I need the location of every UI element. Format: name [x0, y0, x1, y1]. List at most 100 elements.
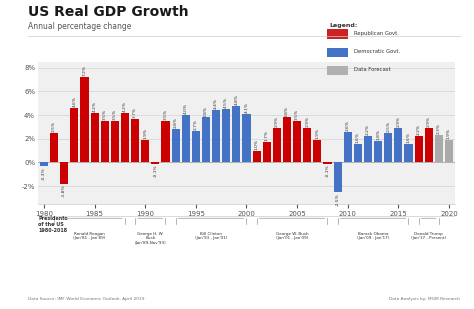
Bar	[253, 151, 261, 163]
Text: 1.0%: 1.0%	[255, 139, 259, 150]
Bar	[313, 140, 321, 163]
Bar	[384, 133, 392, 163]
Bar	[50, 133, 58, 163]
Text: 1.9%: 1.9%	[447, 128, 451, 139]
Text: 3.8%: 3.8%	[204, 106, 208, 116]
Text: Legend:: Legend:	[329, 23, 358, 28]
Bar	[202, 117, 210, 163]
Text: 2.9%: 2.9%	[305, 116, 309, 127]
Text: 4.4%: 4.4%	[214, 99, 218, 109]
Text: 2.6%: 2.6%	[346, 120, 350, 131]
Bar	[81, 77, 89, 163]
Bar	[364, 137, 372, 163]
Bar	[121, 113, 129, 163]
Text: 4.0%: 4.0%	[184, 103, 188, 114]
Bar	[334, 163, 342, 192]
Bar	[283, 117, 291, 163]
Bar	[404, 143, 412, 163]
Bar	[344, 132, 352, 163]
Text: Barack Obama
(Jan'09 - Jan'17): Barack Obama (Jan'09 - Jan'17)	[357, 232, 389, 240]
Text: Data Forecast: Data Forecast	[354, 67, 390, 72]
Text: 4.5%: 4.5%	[224, 97, 228, 108]
Text: George H. W.
Bush
(Jan'89-Nov'93): George H. W. Bush (Jan'89-Nov'93)	[135, 232, 166, 245]
Text: Presidents
of the US
1980-2018: Presidents of the US 1980-2018	[38, 216, 68, 233]
Text: Annual percentage change: Annual percentage change	[28, 22, 132, 31]
Text: 4.6%: 4.6%	[73, 96, 76, 107]
Text: 1.9%: 1.9%	[315, 128, 319, 139]
Text: 3.5%: 3.5%	[103, 109, 107, 120]
Text: Ronald Reagan
(Jan'81 - Jan'89): Ronald Reagan (Jan'81 - Jan'89)	[73, 232, 106, 240]
Text: 1.7%: 1.7%	[264, 130, 269, 142]
Bar	[212, 110, 220, 163]
FancyBboxPatch shape	[327, 48, 348, 57]
Bar	[100, 121, 109, 163]
Text: 3.5%: 3.5%	[113, 109, 117, 120]
Text: Bill Clinton
(Jan'93 - Jan'01): Bill Clinton (Jan'93 - Jan'01)	[195, 232, 227, 240]
Text: -2.5%: -2.5%	[336, 193, 339, 206]
Text: 3.8%: 3.8%	[285, 106, 289, 116]
Bar	[91, 113, 99, 163]
Text: 2.5%: 2.5%	[386, 121, 390, 132]
Text: 1.9%: 1.9%	[143, 128, 147, 139]
Bar	[60, 163, 68, 184]
Text: 2.5%: 2.5%	[52, 121, 56, 132]
Text: 1.6%: 1.6%	[407, 132, 410, 142]
Bar	[435, 135, 443, 163]
Bar	[425, 128, 433, 163]
Text: 3.7%: 3.7%	[133, 107, 137, 118]
Text: 1.6%: 1.6%	[356, 132, 360, 142]
Text: -0.1%: -0.1%	[326, 165, 329, 177]
Bar	[445, 140, 453, 163]
Bar	[151, 163, 159, 164]
Bar	[354, 143, 362, 163]
Bar	[40, 163, 48, 166]
Bar	[374, 141, 382, 163]
Text: Data Analysis by: MGM Research: Data Analysis by: MGM Research	[389, 297, 460, 301]
Bar	[415, 137, 423, 163]
Text: -1.8%: -1.8%	[62, 185, 66, 197]
Text: 4.1%: 4.1%	[245, 102, 248, 113]
Bar	[394, 128, 402, 163]
Bar	[70, 108, 78, 163]
Text: Democratic Govt.: Democratic Govt.	[354, 49, 400, 54]
Bar	[263, 142, 271, 163]
Text: 4.8%: 4.8%	[234, 94, 238, 105]
Text: 3.5%: 3.5%	[164, 109, 167, 120]
Text: 3.5%: 3.5%	[295, 109, 299, 120]
Bar	[273, 128, 281, 163]
FancyBboxPatch shape	[327, 66, 348, 75]
Text: 2.3%: 2.3%	[437, 123, 441, 134]
Text: 1.8%: 1.8%	[376, 129, 380, 140]
Text: 2.8%: 2.8%	[173, 117, 178, 128]
Bar	[141, 140, 149, 163]
Text: 2.7%: 2.7%	[194, 119, 198, 129]
Text: -0.1%: -0.1%	[154, 165, 157, 177]
Text: 2.9%: 2.9%	[396, 116, 401, 127]
Text: George W. Bush
(Jan'01 - Jan'09): George W. Bush (Jan'01 - Jan'09)	[276, 232, 309, 240]
Bar	[222, 109, 230, 163]
Bar	[232, 106, 240, 163]
Text: Donald Trump
(Jan'17 - Present): Donald Trump (Jan'17 - Present)	[411, 232, 447, 240]
Text: 4.2%: 4.2%	[92, 101, 97, 112]
Bar	[192, 130, 200, 163]
Text: 4.2%: 4.2%	[123, 101, 127, 112]
FancyBboxPatch shape	[327, 29, 348, 39]
Text: 2.2%: 2.2%	[417, 125, 420, 135]
Bar	[182, 115, 190, 163]
Bar	[131, 119, 139, 163]
Bar	[162, 121, 170, 163]
Bar	[111, 121, 119, 163]
Bar	[242, 114, 251, 163]
Text: -0.3%: -0.3%	[42, 167, 46, 180]
Text: Republican Govt.: Republican Govt.	[354, 31, 399, 36]
Text: 7.2%: 7.2%	[82, 65, 86, 76]
Bar	[293, 121, 301, 163]
Bar	[303, 128, 311, 163]
Text: 2.2%: 2.2%	[366, 125, 370, 135]
Text: US Real GDP Growth: US Real GDP Growth	[28, 5, 189, 19]
Text: Data Source: IMF World Economic Outlook, April 2019: Data Source: IMF World Economic Outlook,…	[28, 297, 145, 301]
Text: 2.9%: 2.9%	[427, 116, 431, 127]
Text: 2.9%: 2.9%	[275, 116, 279, 127]
Bar	[323, 163, 331, 164]
Bar	[172, 129, 180, 163]
